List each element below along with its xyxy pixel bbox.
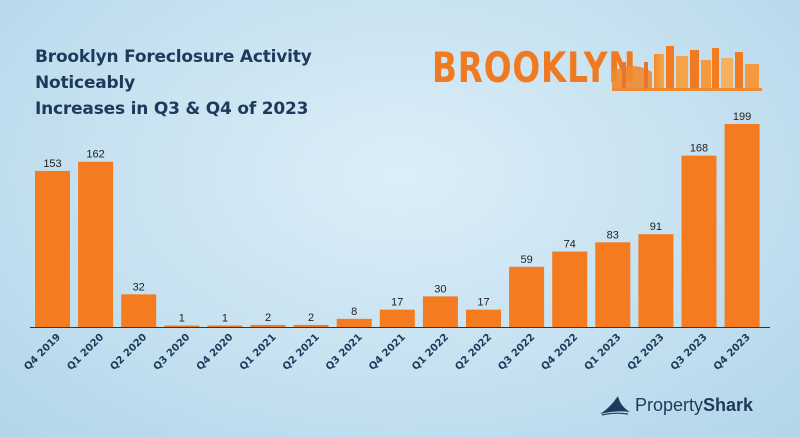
bar-q1-2021 [250, 324, 286, 327]
x-tick-label: Q2 2023 [626, 332, 667, 373]
x-tick-label: Q4 2022 [539, 332, 580, 373]
bar-value-label: 30 [434, 283, 446, 295]
x-tick-label: Q1 2021 [238, 332, 279, 373]
x-tick-label: Q3 2020 [152, 332, 193, 373]
x-tick-label: Q3 2022 [496, 332, 537, 373]
bar-value-label: 59 [520, 254, 532, 266]
bar-value-label: 91 [650, 221, 662, 233]
bar-q3-2020 [164, 325, 200, 327]
x-tick-label: Q2 2021 [281, 332, 322, 373]
x-tick-label: Q4 2020 [195, 332, 236, 373]
bar-value-label: 8 [351, 306, 357, 318]
chart-title-line2: Increases in Q3 & Q4 of 2023 [35, 99, 309, 119]
bar-value-label: 74 [564, 239, 576, 251]
bar-q4-2019 [35, 170, 70, 327]
chart-title-line1: Brooklyn Foreclosure Activity Noticeably [35, 47, 312, 93]
bar-q3-2021 [336, 318, 372, 327]
x-tick-label: Q4 2019 [22, 332, 63, 373]
bar-q2-2022 [466, 309, 501, 327]
bar-q4-2022 [552, 251, 588, 327]
x-tick-label: Q1 2023 [583, 332, 624, 373]
logo-text: PropertyShark [635, 394, 753, 416]
bar-q2-2021 [293, 324, 329, 327]
bar-value-label: 2 [308, 312, 314, 324]
bar-q3-2022 [509, 266, 545, 327]
bar-q3-2023 [681, 155, 717, 327]
bar-value-label: 168 [690, 143, 708, 155]
logo-text-bold: Shark [703, 395, 754, 415]
bar-q1-2023 [595, 242, 631, 327]
bar-q1-2020 [78, 161, 114, 327]
bar-q4-2021 [379, 309, 415, 327]
bar-value-label: 1 [222, 313, 228, 325]
bar-value-label: 199 [733, 111, 751, 123]
x-tick-label: Q3 2021 [324, 332, 365, 373]
x-tick-label: Q1 2022 [410, 332, 451, 373]
bar-value-label: 162 [86, 149, 104, 161]
x-tick-label: Q4 2021 [367, 332, 408, 373]
x-tick-label: Q3 2023 [669, 332, 710, 373]
x-tick-label: Q2 2020 [108, 332, 149, 373]
bar-value-label: 153 [43, 158, 61, 170]
bar-q1-2022 [422, 296, 458, 327]
bar-q4-2023 [724, 124, 760, 327]
bar-q2-2020 [121, 294, 157, 327]
skyline-icon [612, 46, 762, 91]
bar-q4-2020 [207, 325, 243, 327]
x-tick-label: Q4 2023 [712, 332, 753, 373]
propertyshark-logo: PropertyShark [598, 392, 788, 418]
brooklyn-wordmark: BROOKLYN [432, 43, 637, 92]
bar-value-label: 83 [607, 229, 619, 241]
bar-value-label: 32 [133, 281, 145, 293]
x-tick-label: Q2 2022 [453, 332, 494, 373]
bar-value-label: 2 [265, 312, 271, 324]
bar-value-label: 17 [391, 297, 403, 309]
bar-q2-2023 [638, 234, 674, 327]
x-tick-label: Q1 2020 [65, 332, 106, 373]
logo-text-light: Property [635, 395, 704, 415]
bar-value-label: 1 [179, 313, 185, 325]
chart-title: Brooklyn Foreclosure Activity Noticeably… [35, 44, 415, 122]
brooklyn-brand-graphic: BROOKLYN [432, 42, 762, 94]
bar-value-label: 17 [477, 297, 489, 309]
shark-fin-icon [600, 396, 630, 416]
